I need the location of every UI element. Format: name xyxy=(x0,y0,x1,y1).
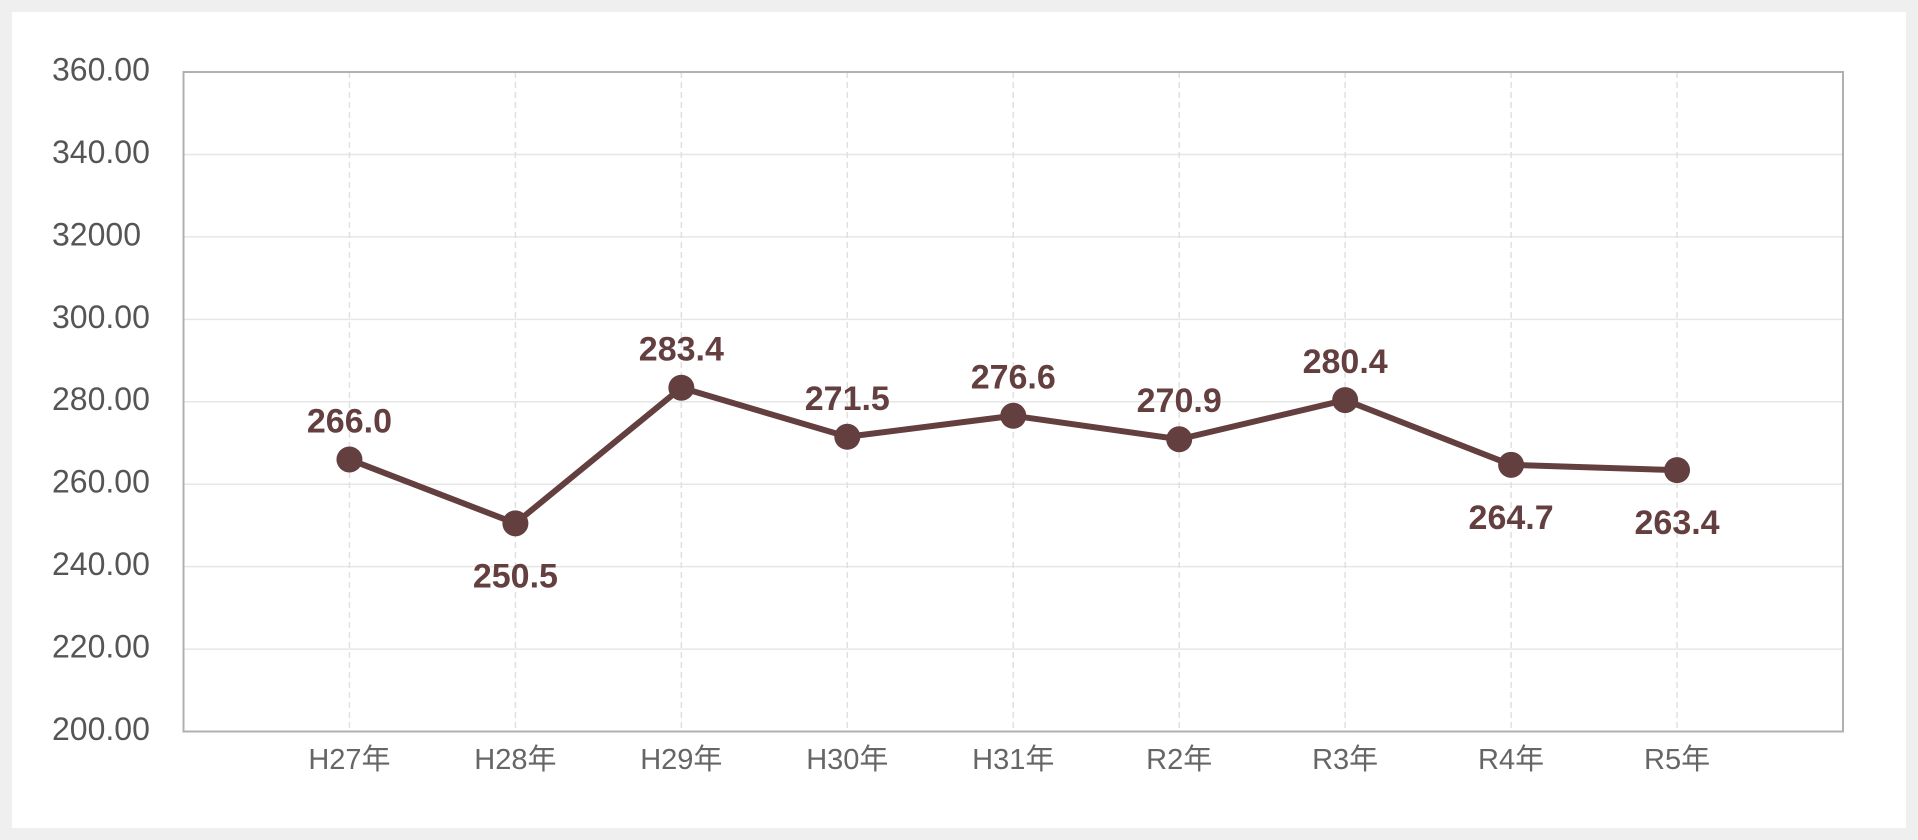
x-tick-label: H28年 xyxy=(474,743,556,776)
x-tick-label: H27年 xyxy=(308,743,390,776)
x-tick-label: R4年 xyxy=(1478,743,1544,776)
y-tick-label: 200.00 xyxy=(52,711,150,747)
x-tick-label: H31年 xyxy=(972,743,1054,776)
marker xyxy=(1664,457,1691,484)
y-tick-label: 360.00 xyxy=(52,51,150,87)
marker xyxy=(834,423,861,450)
x-tick-label: H30年 xyxy=(806,743,888,776)
marker xyxy=(668,374,695,401)
data-label: 283.4 xyxy=(639,331,724,369)
y-tick-label: 260.00 xyxy=(52,464,150,500)
data-label: 271.5 xyxy=(805,380,890,418)
marker xyxy=(1332,387,1359,414)
y-tick-label: 32000 xyxy=(52,216,141,252)
marker xyxy=(1000,402,1027,429)
data-label: 270.9 xyxy=(1137,382,1222,420)
y-tick-label: 240.00 xyxy=(52,546,150,582)
marker xyxy=(502,510,529,537)
data-label: 266.0 xyxy=(307,402,392,440)
y-tick-label: 340.00 xyxy=(52,134,150,170)
data-label: 264.7 xyxy=(1469,499,1554,537)
marker xyxy=(1498,451,1525,478)
marker xyxy=(1166,426,1193,453)
y-tick-label: 220.00 xyxy=(52,629,150,665)
x-tick-label: H29年 xyxy=(640,743,722,776)
marker xyxy=(336,446,363,473)
x-tick-label: R2年 xyxy=(1146,743,1212,776)
data-label: 250.5 xyxy=(473,557,558,595)
data-label: 276.6 xyxy=(971,359,1056,397)
x-tick-label: R5年 xyxy=(1644,743,1710,776)
data-label: 263.4 xyxy=(1635,504,1720,542)
y-tick-label: 280.00 xyxy=(52,381,150,417)
plot-border xyxy=(182,71,1844,733)
x-tick-label: R3年 xyxy=(1312,743,1378,776)
data-label: 280.4 xyxy=(1303,343,1388,381)
y-tick-label: 300.00 xyxy=(52,299,150,335)
